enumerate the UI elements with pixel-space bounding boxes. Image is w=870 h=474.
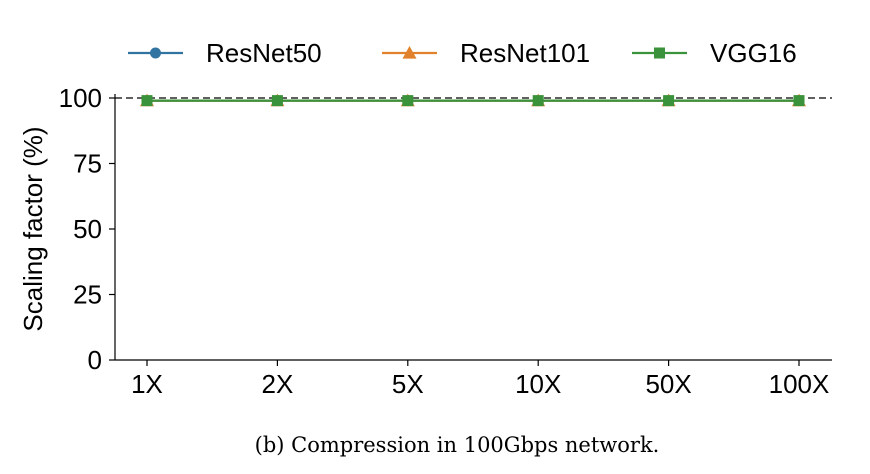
legend-item-vgg16: VGG16 [632, 38, 797, 68]
axes: 0 25 50 75 100 1X 2X 5X 10X 50X 100X [59, 83, 832, 399]
legend-label: ResNet101 [460, 38, 590, 68]
y-tick-label: 0 [88, 345, 102, 375]
legend-marker [150, 47, 161, 59]
legend-marker [654, 47, 665, 59]
data-point-vgg16 [141, 95, 153, 107]
data-point-vgg16 [532, 95, 544, 107]
x-tick-label: 2X [261, 369, 293, 399]
data-point-vgg16 [663, 95, 675, 107]
legend-item-resnet101: ResNet101 [382, 38, 590, 68]
x-tick-label: 100X [769, 369, 830, 399]
legend-marker [402, 46, 417, 59]
legend: ResNet50 ResNet101 VGG16 [128, 38, 797, 68]
series-vgg16 [141, 95, 805, 107]
y-tick-label: 75 [73, 149, 102, 179]
y-tick-label: 100 [59, 83, 102, 113]
y-tick-label: 25 [73, 280, 102, 310]
data-point-vgg16 [271, 95, 283, 107]
x-tick-label: 50X [645, 369, 691, 399]
y-tick-label: 50 [73, 214, 102, 244]
legend-label: VGG16 [710, 38, 797, 68]
legend-item-resnet50: ResNet50 [128, 38, 322, 68]
data-point-vgg16 [793, 95, 805, 107]
x-tick-label: 10X [515, 369, 561, 399]
data-point-vgg16 [402, 95, 414, 107]
y-axis-label: Scaling factor (%) [18, 126, 48, 331]
series-layer [140, 93, 806, 107]
legend-label: ResNet50 [206, 38, 322, 68]
x-tick-label: 1X [131, 369, 163, 399]
x-tick-label: 5X [392, 369, 424, 399]
figure-caption: (b) Compression in 100Gbps network. [255, 433, 660, 457]
